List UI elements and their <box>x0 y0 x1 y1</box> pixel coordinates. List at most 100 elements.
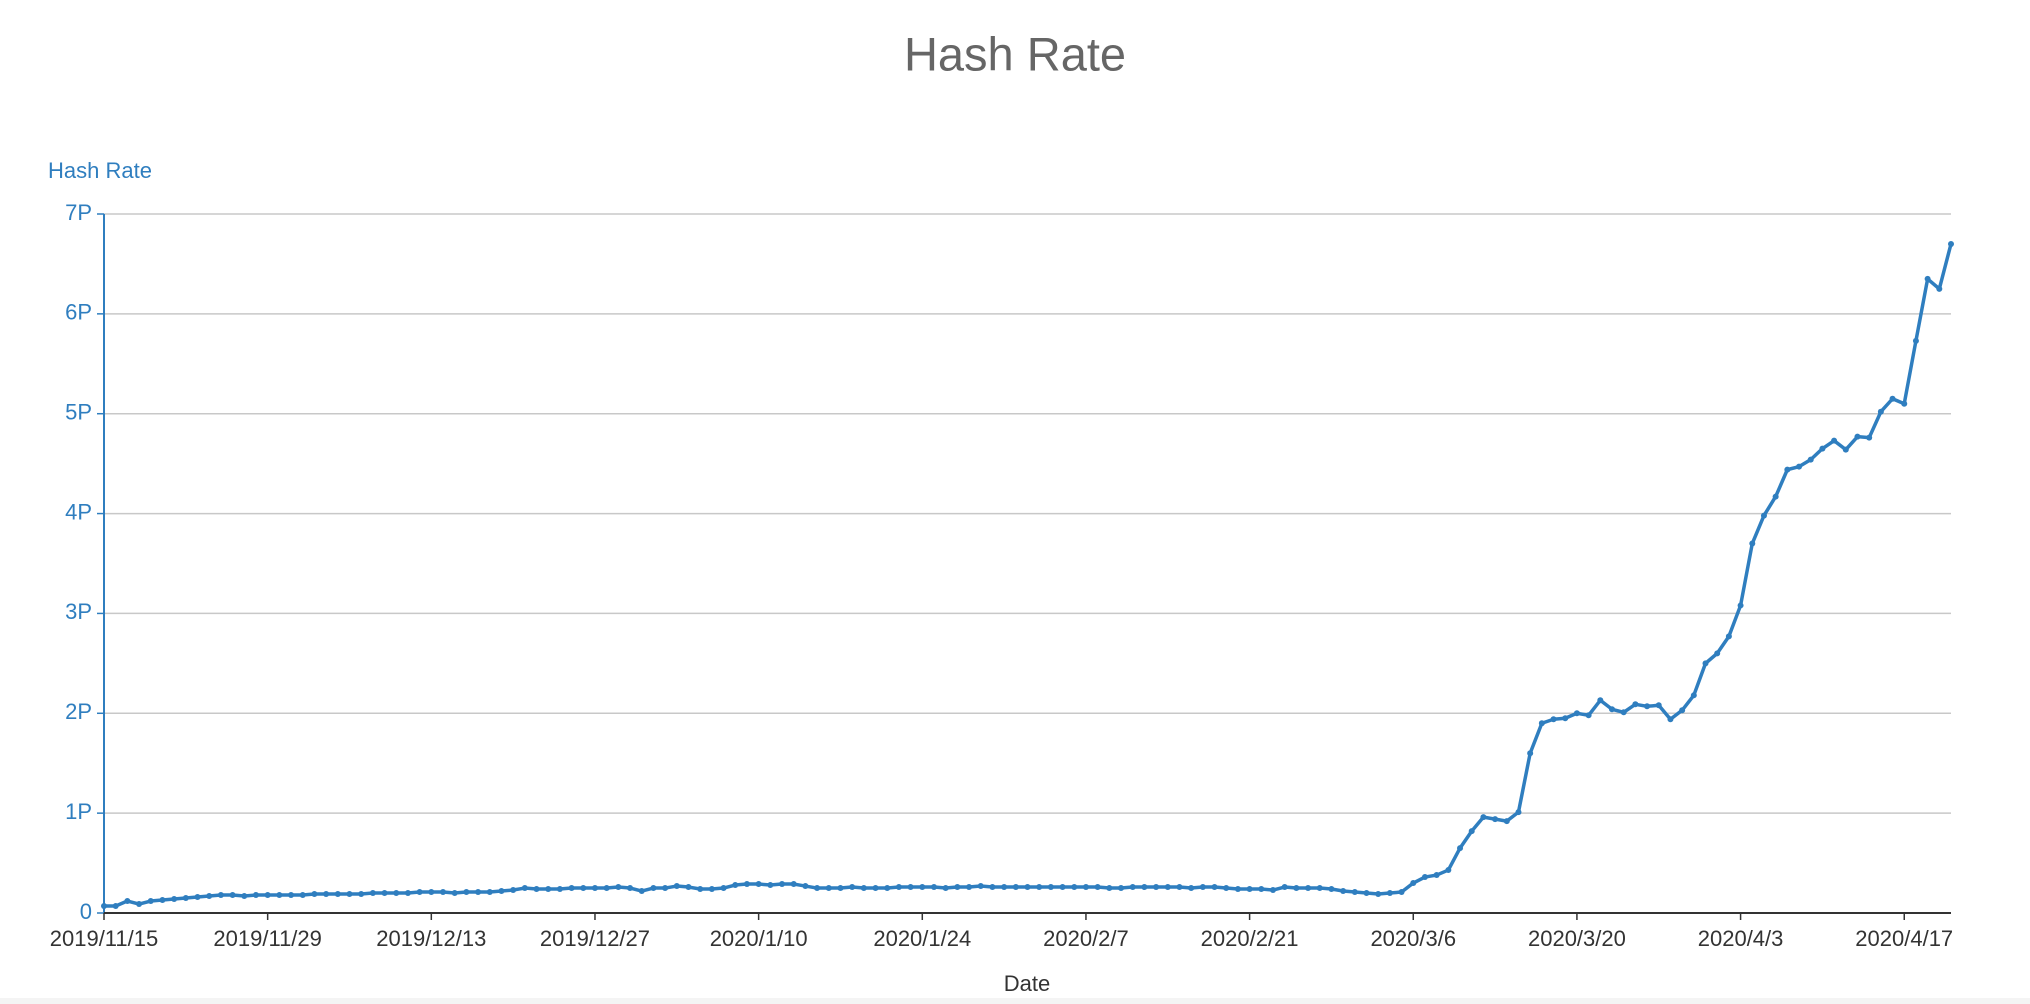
data-point <box>1679 707 1686 714</box>
data-point <box>1819 445 1826 452</box>
data-point <box>1047 884 1054 891</box>
data-point <box>1234 886 1241 893</box>
data-point <box>229 892 236 899</box>
data-point <box>954 884 961 891</box>
data-point <box>381 890 388 897</box>
data-point <box>1258 886 1265 893</box>
data-point <box>1468 828 1475 835</box>
data-point <box>930 884 937 891</box>
data-point <box>1889 395 1896 402</box>
data-point <box>217 892 224 899</box>
data-point <box>486 889 493 896</box>
data-point <box>358 891 365 898</box>
data-point <box>1398 889 1405 896</box>
data-point <box>1620 709 1627 716</box>
data-point <box>101 903 107 910</box>
data-point <box>1831 437 1838 444</box>
data-point <box>1854 433 1861 440</box>
x-tick-label: 2020/2/21 <box>1201 926 1299 951</box>
y-tick-label: 1P <box>65 799 92 824</box>
data-point <box>1877 408 1884 415</box>
data-point <box>252 892 259 899</box>
data-point <box>1071 884 1078 891</box>
footer-strip <box>0 998 2030 1004</box>
data-point <box>276 892 283 899</box>
data-point <box>1199 884 1206 891</box>
x-tick-label: 2020/4/3 <box>1698 926 1784 951</box>
y-tick-label: 7P <box>65 200 92 225</box>
data-point <box>1024 884 1031 891</box>
data-point <box>1632 701 1639 708</box>
data-line <box>104 243 1953 908</box>
data-point <box>977 883 984 890</box>
data-point <box>556 886 563 893</box>
data-point <box>814 885 821 892</box>
data-point <box>1912 337 1919 344</box>
data-point <box>1901 400 1908 407</box>
data-point <box>1269 887 1276 894</box>
data-point <box>1550 716 1557 723</box>
x-tick-label: 2019/12/27 <box>540 926 650 951</box>
data-point <box>1585 712 1592 719</box>
data-point <box>872 885 879 892</box>
data-point <box>334 891 341 898</box>
data-point <box>1702 660 1709 667</box>
data-point <box>440 889 447 896</box>
data-point <box>732 882 739 889</box>
data-point <box>1842 446 1849 453</box>
data-point <box>182 895 189 902</box>
data-point <box>580 885 587 892</box>
data-point <box>837 885 844 892</box>
data-point <box>1351 889 1358 896</box>
x-tick-label: 2020/4/17 <box>1855 926 1953 951</box>
data-point <box>194 894 201 901</box>
data-point <box>1667 716 1674 723</box>
data-point <box>1305 885 1312 892</box>
data-point <box>615 884 622 891</box>
data-point <box>1690 692 1697 699</box>
chart-title: Hash Rate <box>904 27 1126 80</box>
data-point <box>404 890 411 897</box>
data-point <box>1725 633 1732 640</box>
data-point <box>1515 809 1522 816</box>
data-point <box>1924 275 1931 282</box>
data-point <box>1644 703 1651 710</box>
y-axis-label: Hash Rate <box>48 158 152 183</box>
data-point <box>1503 818 1510 825</box>
y-tick-label: 6P <box>65 300 92 325</box>
data-point <box>416 889 423 896</box>
data-point <box>779 881 786 888</box>
x-tick-label: 2020/3/6 <box>1370 926 1456 951</box>
data-point <box>1001 884 1008 891</box>
data-point <box>708 886 715 893</box>
data-point <box>1573 710 1580 717</box>
data-point <box>171 896 178 903</box>
data-point <box>1316 885 1323 892</box>
data-point <box>1714 650 1721 657</box>
data-point <box>451 890 458 897</box>
data-point <box>966 884 973 891</box>
data-point <box>1866 434 1873 441</box>
data-point <box>603 885 610 892</box>
data-point <box>697 886 704 893</box>
data-point <box>1340 888 1347 895</box>
y-tick-label: 2P <box>65 699 92 724</box>
data-point <box>124 898 131 905</box>
data-point <box>849 884 856 891</box>
data-point <box>673 883 680 890</box>
data-point <box>1457 845 1464 852</box>
data-point <box>895 884 902 891</box>
data-point <box>1188 885 1195 892</box>
data-point <box>1749 540 1756 547</box>
data-point <box>533 886 540 893</box>
data-point <box>1012 884 1019 891</box>
data-point <box>1421 874 1428 881</box>
data-point <box>1246 886 1253 893</box>
data-point <box>1059 884 1066 891</box>
data-point <box>1936 285 1943 292</box>
data-point <box>720 885 727 892</box>
data-point <box>346 891 353 898</box>
data-point <box>1106 885 1113 892</box>
data-point <box>1562 715 1569 722</box>
